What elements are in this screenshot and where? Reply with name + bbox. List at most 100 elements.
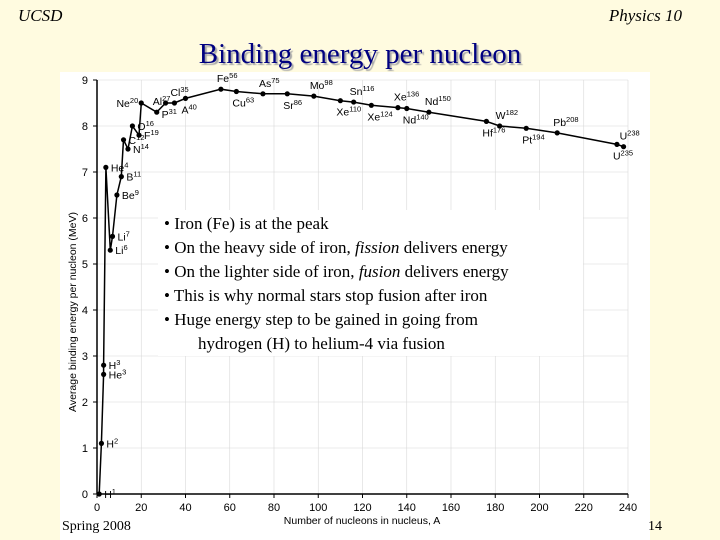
y-tick-label: 7 [82, 167, 88, 179]
isotope-mass-number: 14 [141, 142, 149, 151]
isotope-mass-number: 1 [112, 487, 116, 496]
data-point [121, 137, 126, 142]
bullet-text: • Huge energy step to be gained in going… [164, 310, 478, 329]
bullet-text: • Iron (Fe) is at the peak [164, 214, 329, 233]
page-number: 14 [648, 519, 662, 535]
isotope-mass-number: 20 [130, 96, 138, 105]
x-tick-label: 200 [530, 502, 548, 514]
data-point [172, 100, 177, 105]
data-point [101, 372, 106, 377]
x-tick-label: 160 [442, 502, 460, 514]
isotope-mass-number: 150 [438, 94, 451, 103]
isotope-mass-number: 16 [146, 119, 154, 128]
y-tick-label: 5 [82, 259, 88, 271]
data-point [285, 91, 290, 96]
data-point [163, 100, 168, 105]
data-point [234, 89, 239, 94]
x-tick-label: 0 [94, 502, 100, 514]
x-tick-label: 20 [135, 502, 147, 514]
bullet-text: • This is why normal stars stop fusion a… [164, 286, 487, 305]
isotope-mass-number: 140 [416, 113, 429, 122]
data-point [97, 491, 102, 496]
bullet-item: • On the lighter side of iron, fusion de… [164, 260, 583, 284]
isotope-mass-number: 3 [122, 367, 126, 376]
data-point [125, 146, 130, 151]
data-point [110, 234, 115, 239]
x-tick-label: 220 [575, 502, 593, 514]
data-point [524, 126, 529, 131]
isotope-mass-number: 238 [627, 129, 640, 138]
data-point [260, 91, 265, 96]
isotope-mass-number: 110 [349, 105, 361, 114]
isotope-mass-number: 56 [229, 72, 237, 80]
data-point [119, 174, 124, 179]
y-tick-label: 6 [82, 213, 88, 225]
isotope-mass-number: 4 [124, 160, 128, 169]
isotope-mass-number: 63 [246, 96, 254, 105]
data-point [351, 99, 356, 104]
isotope-mass-number: 98 [324, 78, 332, 87]
y-tick-label: 0 [82, 489, 88, 501]
x-tick-label: 120 [353, 502, 371, 514]
data-point [497, 123, 502, 128]
bullet-text: delivers energy [400, 262, 508, 281]
isotope-mass-number: 124 [380, 109, 393, 118]
data-point [99, 441, 104, 446]
isotope-mass-number: 136 [407, 90, 420, 99]
data-point [426, 110, 431, 115]
x-tick-label: 80 [268, 502, 280, 514]
data-point [395, 105, 400, 110]
data-point [108, 248, 113, 253]
x-tick-label: 140 [398, 502, 416, 514]
isotope-mass-number: 194 [532, 132, 545, 141]
isotope-mass-number: 19 [150, 128, 158, 137]
x-tick-label: 40 [179, 502, 191, 514]
footer-date: Spring 2008 [62, 519, 131, 535]
y-tick-label: 8 [82, 121, 88, 133]
data-point [484, 119, 489, 124]
data-point [130, 123, 135, 128]
data-point [136, 133, 141, 138]
y-tick-label: 4 [82, 305, 88, 317]
isotope-mass-number: 235 [621, 148, 634, 157]
isotope-mass-number: 7 [126, 229, 130, 238]
data-point [338, 98, 343, 103]
isotope-mass-number: 11 [133, 170, 141, 179]
y-tick-label: 2 [82, 397, 88, 409]
data-point [404, 106, 409, 111]
bullet-item: • On the heavy side of iron, fission del… [164, 236, 583, 260]
bullet-item: • Huge energy step to be gained in going… [164, 308, 583, 332]
isotope-mass-number: 40 [189, 102, 197, 111]
x-tick-label: 180 [486, 502, 504, 514]
data-point [183, 96, 188, 101]
data-point [103, 165, 108, 170]
data-point [311, 94, 316, 99]
x-tick-label: 100 [309, 502, 327, 514]
data-point [555, 130, 560, 135]
bullet-item: • This is why normal stars stop fusion a… [164, 284, 583, 308]
header-left-text: UCSD [18, 6, 62, 26]
isotope-mass-number: 75 [271, 76, 279, 85]
data-point [154, 110, 159, 115]
bullet-text: • On the heavy side of iron, [164, 238, 355, 257]
header-right-text: Physics 10 [609, 6, 682, 26]
slide-title: Binding energy per nucleon [0, 38, 720, 71]
isotope-mass-number: 35 [180, 85, 188, 94]
isotope-mass-number: 31 [169, 107, 177, 116]
y-tick-label: 1 [82, 443, 88, 455]
isotope-mass-number: 86 [294, 98, 302, 107]
bullet-emphasis: fission [355, 238, 399, 257]
x-axis-label: Number of nucleons in nucleus, A [284, 515, 440, 527]
isotope-mass-number: 9 [135, 188, 139, 197]
x-tick-label: 60 [224, 502, 236, 514]
isotope-mass-number: 116 [362, 84, 374, 93]
bullet-text: delivers energy [399, 238, 507, 257]
isotope-mass-number: 3 [116, 358, 120, 367]
bullet-item: • Iron (Fe) is at the peak [164, 212, 583, 236]
data-point [101, 363, 106, 368]
y-tick-label: 3 [82, 351, 88, 363]
x-tick-label: 240 [619, 502, 637, 514]
bullet-list: • Iron (Fe) is at the peak • On the heav… [158, 210, 583, 356]
isotope-mass-number: 6 [123, 243, 127, 252]
data-point [369, 103, 374, 108]
